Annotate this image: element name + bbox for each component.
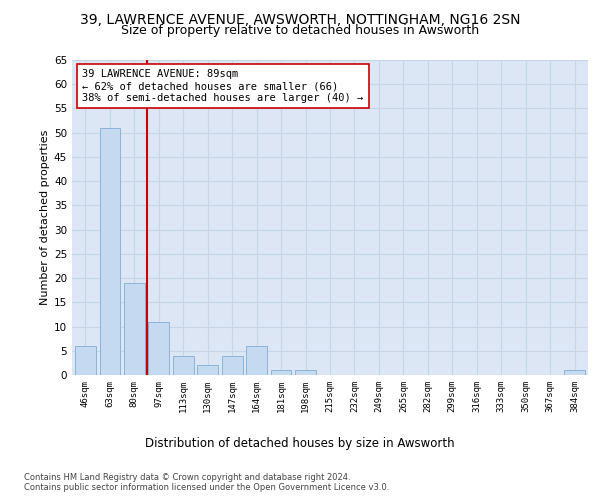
Bar <box>564 370 585 375</box>
Bar <box>197 366 218 375</box>
Bar <box>75 346 96 375</box>
Bar <box>222 356 242 375</box>
Bar <box>246 346 267 375</box>
Text: Distribution of detached houses by size in Awsworth: Distribution of detached houses by size … <box>145 438 455 450</box>
Text: Size of property relative to detached houses in Awsworth: Size of property relative to detached ho… <box>121 24 479 37</box>
Bar <box>271 370 292 375</box>
Text: 39 LAWRENCE AVENUE: 89sqm
← 62% of detached houses are smaller (66)
38% of semi-: 39 LAWRENCE AVENUE: 89sqm ← 62% of detac… <box>82 70 364 102</box>
Y-axis label: Number of detached properties: Number of detached properties <box>40 130 50 305</box>
Bar <box>100 128 120 375</box>
Bar <box>173 356 194 375</box>
Text: Contains HM Land Registry data © Crown copyright and database right 2024.: Contains HM Land Registry data © Crown c… <box>24 472 350 482</box>
Bar <box>148 322 169 375</box>
Bar <box>124 283 145 375</box>
Text: 39, LAWRENCE AVENUE, AWSWORTH, NOTTINGHAM, NG16 2SN: 39, LAWRENCE AVENUE, AWSWORTH, NOTTINGHA… <box>80 12 520 26</box>
Bar <box>295 370 316 375</box>
Text: Contains public sector information licensed under the Open Government Licence v3: Contains public sector information licen… <box>24 482 389 492</box>
